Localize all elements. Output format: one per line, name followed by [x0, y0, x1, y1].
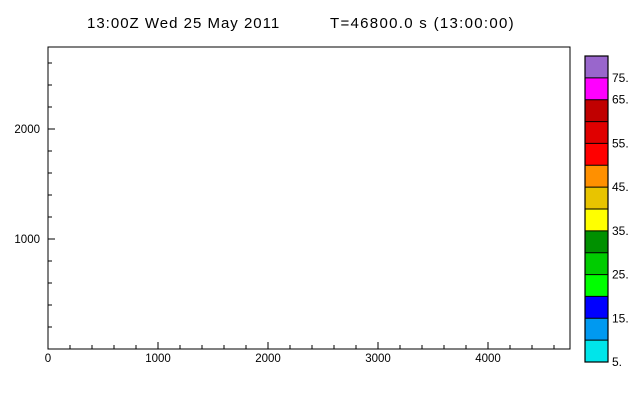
svg-text:2000: 2000 — [14, 124, 40, 136]
svg-text:4000: 4000 — [475, 353, 501, 365]
svg-text:1000: 1000 — [145, 353, 171, 365]
svg-text:0: 0 — [45, 353, 51, 365]
svg-text:2000: 2000 — [255, 353, 281, 365]
svg-text:5.: 5. — [612, 355, 622, 369]
svg-text:T=46800.0 s (13:00:00): T=46800.0 s (13:00:00) — [330, 15, 515, 32]
svg-text:1000: 1000 — [14, 234, 40, 246]
svg-text:25.: 25. — [612, 268, 629, 282]
svg-text:75.: 75. — [612, 71, 629, 85]
svg-text:15.: 15. — [612, 311, 629, 325]
svg-text:55.: 55. — [612, 136, 629, 150]
svg-text:13:00Z Wed 25 May 2011: 13:00Z Wed 25 May 2011 — [87, 15, 280, 32]
svg-text:45.: 45. — [612, 180, 629, 194]
svg-text:3000: 3000 — [365, 353, 391, 365]
svg-text:35.: 35. — [612, 224, 629, 238]
svg-text:65.: 65. — [612, 93, 629, 107]
